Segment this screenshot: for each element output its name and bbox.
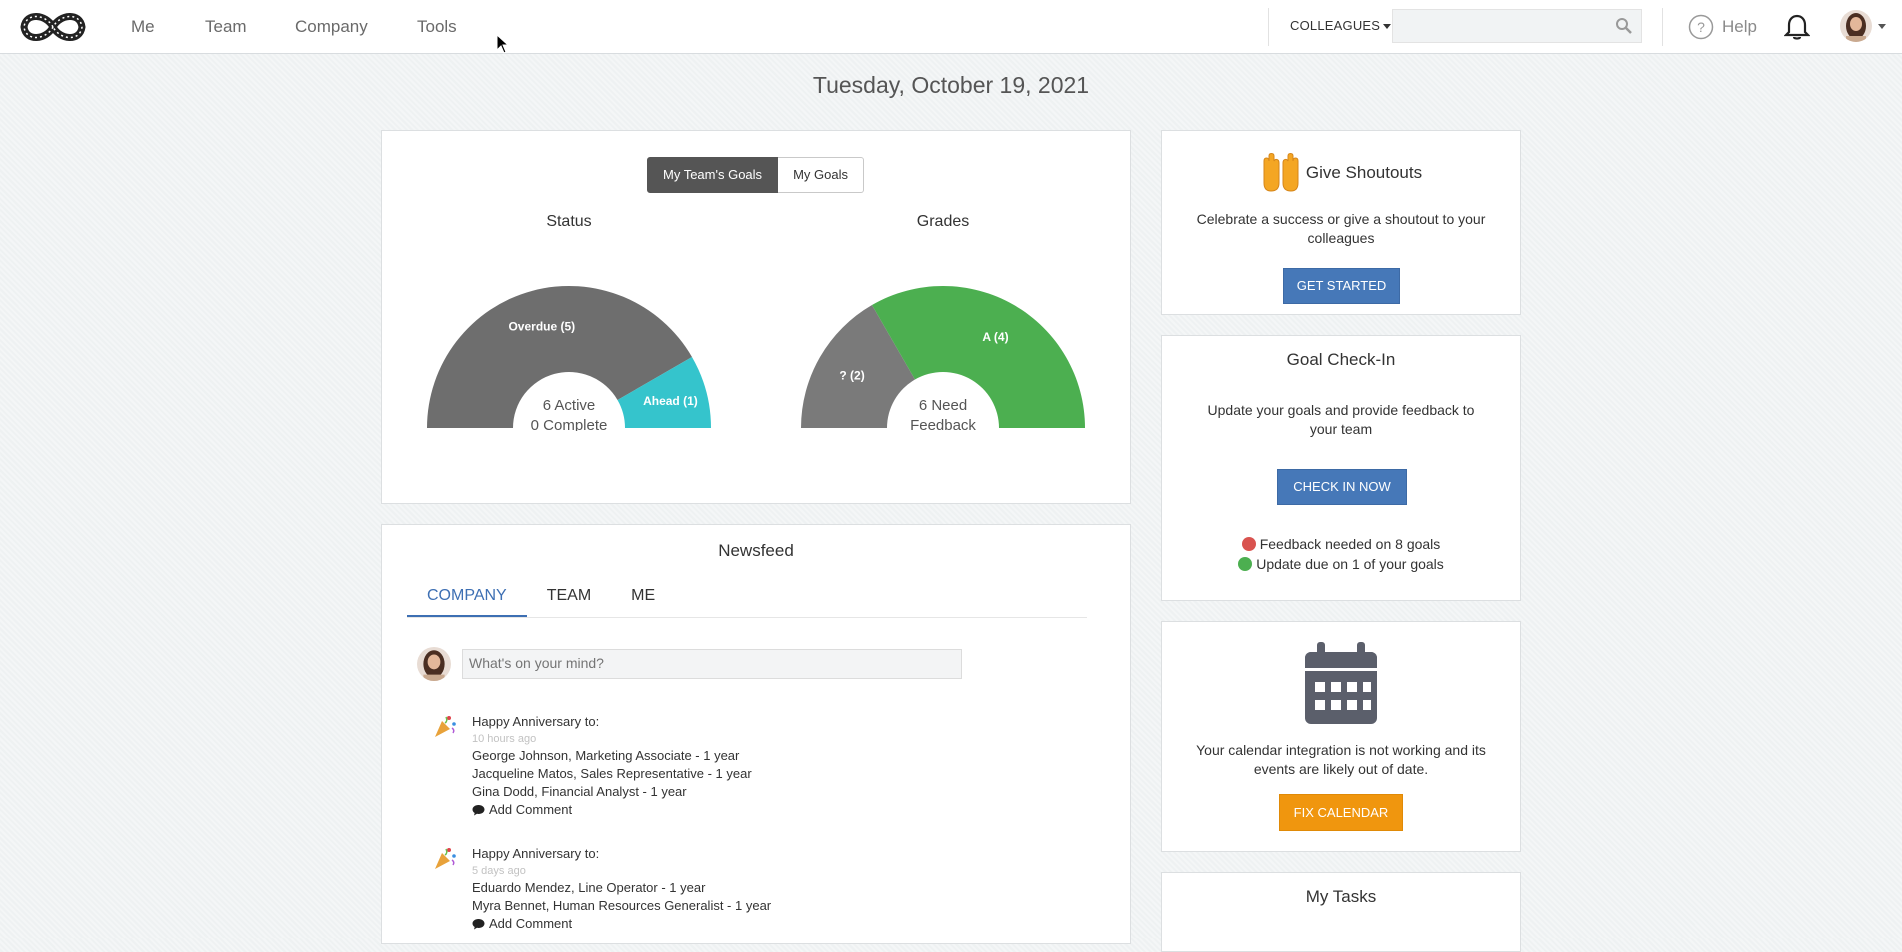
goals-card: My Team's Goals My Goals Status Overdue …	[381, 130, 1131, 504]
feed-timestamp: 5 days ago	[472, 865, 526, 877]
get-started-button[interactable]: GET STARTED	[1283, 268, 1400, 304]
my-tasks-card: My Tasks	[1161, 872, 1521, 952]
gauge-segment[interactable]	[872, 286, 1085, 428]
checkin-text: Update your goals and provide feedback t…	[1207, 402, 1475, 437]
raised-hands-icon	[1263, 153, 1299, 192]
shoutouts-card: Give Shoutouts Celebrate a success or gi…	[1161, 130, 1521, 315]
add-comment-link[interactable]: Add Comment	[472, 801, 872, 819]
gauge-center-label: 0 Complete	[531, 417, 608, 431]
tasks-title: My Tasks	[1305, 887, 1377, 906]
red-dot-icon	[1241, 537, 1256, 551]
gauge-segment-label: Ahead (1)	[643, 394, 698, 408]
tab-team[interactable]: TEAM	[546, 587, 592, 604]
feed-line: Myra Bennet, Human Resources Generalist …	[472, 898, 772, 913]
status-gauge-chart: Overdue (5) Ahead (1) 6 Active 0 Complete	[427, 286, 711, 431]
feed-line: Jacqueline Matos, Sales Representative -…	[472, 766, 752, 781]
colleagues-dropdown[interactable]: COLLEAGUES	[1290, 18, 1392, 33]
my-goals-button[interactable]: My Goals	[778, 157, 864, 193]
shoutouts-text: Celebrate a success or give a shoutout t…	[1196, 211, 1486, 246]
gauge-segment-label: A (4)	[982, 330, 1008, 344]
tab-me[interactable]: ME	[631, 587, 656, 604]
gauge-segment[interactable]	[427, 286, 692, 428]
feed-line: Gina Dodd, Financial Analyst - 1 year	[472, 784, 687, 799]
feed-heading: Happy Anniversary to:	[472, 846, 600, 861]
comment-icon	[472, 805, 485, 816]
shoutouts-title: Give Shoutouts	[1305, 163, 1423, 182]
status-chart-title: Status	[546, 213, 592, 230]
update-due-status: Update due on 1 of your goals	[1162, 556, 1520, 572]
svg-text:?: ?	[1697, 19, 1705, 35]
add-comment-label: Add Comment	[489, 916, 573, 931]
feed-line: Eduardo Mendez, Line Operator - 1 year	[472, 880, 706, 895]
help-label: Help	[1722, 17, 1757, 36]
nav-tools[interactable]: Tools	[417, 17, 457, 36]
newsfeed-card: Newsfeed COMPANY TEAM ME Happy Anniversa…	[381, 524, 1131, 944]
search-input[interactable]	[1393, 10, 1603, 42]
gauge-center-label: 6 Active	[543, 397, 596, 414]
add-comment-label: Add Comment	[489, 802, 573, 817]
caret-down-icon[interactable]	[1878, 24, 1886, 29]
gauge-segment[interactable]	[801, 305, 915, 428]
my-teams-goals-button[interactable]: My Team's Goals	[647, 157, 779, 193]
add-comment-link[interactable]: Add Comment	[472, 915, 872, 933]
bell-icon[interactable]	[1784, 13, 1810, 41]
caret-down-icon	[1383, 24, 1392, 30]
search-box	[1392, 9, 1642, 43]
check-in-now-button[interactable]: CHECK IN NOW	[1277, 469, 1407, 505]
mouse-cursor-icon	[496, 34, 510, 54]
newsfeed-title: Newsfeed	[718, 541, 794, 560]
tab-company[interactable]: COMPANY	[407, 581, 527, 617]
goals-toggle: My Team's Goals My Goals	[647, 157, 864, 193]
gauge-segment-label: ? (2)	[839, 369, 864, 383]
feed-heading: Happy Anniversary to:	[472, 714, 600, 729]
nav-team[interactable]: Team	[205, 17, 247, 36]
gauge-segment[interactable]	[617, 357, 711, 428]
search-icon[interactable]	[1615, 17, 1633, 35]
top-navbar: Me Team Company Tools COLLEAGUES ? Help	[0, 0, 1902, 54]
shoutouts-header: Give Shoutouts	[1162, 153, 1520, 193]
page-date: Tuesday, October 19, 2021	[812, 72, 1090, 98]
comment-icon	[472, 919, 485, 930]
newsfeed-tabs: COMPANY TEAM ME	[407, 581, 1087, 618]
fix-calendar-button[interactable]: FIX CALENDAR	[1279, 794, 1403, 831]
party-popper-icon	[435, 848, 456, 869]
calendar-card: Your calendar integration is not working…	[1161, 621, 1521, 852]
divider	[1662, 8, 1663, 46]
status-text: Update due on 1 of your goals	[1256, 556, 1444, 572]
feed-line: George Johnson, Marketing Associate - 1 …	[472, 748, 740, 763]
infinity-logo[interactable]	[18, 6, 88, 48]
feedback-needed-status: Feedback needed on 8 goals	[1162, 536, 1520, 552]
grades-chart-title: Grades	[916, 213, 970, 230]
goal-checkin-card: Goal Check-In Update your goals and prov…	[1161, 335, 1521, 601]
calendar-icon	[1305, 642, 1377, 724]
party-popper-icon	[435, 716, 456, 737]
feed-timestamp: 10 hours ago	[472, 733, 537, 745]
divider	[1268, 8, 1269, 46]
grades-gauge-chart: ? (2) A (4) 6 Need Feedback	[801, 286, 1085, 431]
nav-me[interactable]: Me	[131, 17, 155, 36]
question-circle-icon: ?	[1688, 14, 1714, 40]
calendar-text: Your calendar integration is not working…	[1196, 742, 1486, 777]
avatar	[417, 647, 451, 681]
nav-company[interactable]: Company	[295, 17, 368, 36]
status-text: Feedback needed on 8 goals	[1259, 536, 1441, 552]
help-link[interactable]: ? Help	[1688, 14, 1757, 40]
post-input[interactable]	[462, 649, 962, 679]
gauge-center-label: Feedback	[910, 417, 976, 431]
colleagues-label: COLLEAGUES	[1290, 18, 1381, 33]
user-avatar[interactable]	[1840, 10, 1872, 42]
gauge-segment-label: Overdue (5)	[508, 320, 575, 334]
green-dot-icon	[1238, 557, 1253, 571]
checkin-title: Goal Check-In	[1286, 350, 1396, 369]
gauge-center-label: 6 Need	[919, 397, 967, 414]
